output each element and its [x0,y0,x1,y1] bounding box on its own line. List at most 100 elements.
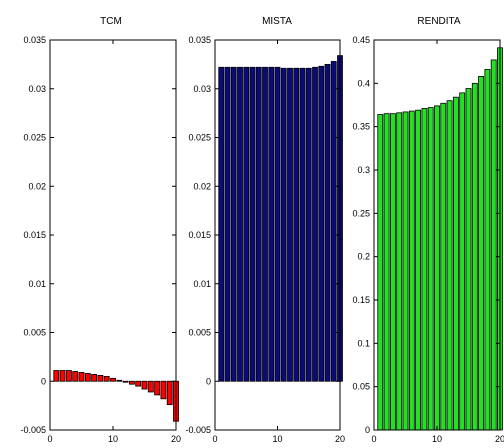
bar-mista-1 [218,66,225,382]
bars-tcm [53,370,179,422]
bar-tcm-11 [116,379,123,382]
y-tick-label: 0.45 [352,35,370,45]
y-tick-label: 0.025 [23,133,46,143]
bar-mista-4 [237,66,243,382]
ticks-rendita: 0 0.05 0.1 0.15 0.2 0.25 0.3 0.35 0.4 0.45 0 10 20 [352,35,504,444]
bar-rendita-10 [434,105,440,431]
bars-rendita [377,47,503,431]
chart-title-mista: MISTA [262,16,292,27]
x-tick-label: 10 [272,434,282,444]
chart-title-tcm: TCM [100,16,122,27]
bar-tcm-8 [97,374,104,382]
x-tick-label: 20 [495,434,504,444]
bar-tcm-10 [110,377,116,382]
bar-tcm-6 [84,373,91,382]
y-tick-label: 0 [41,376,46,386]
y-tick-label: 0.15 [352,295,370,305]
x-tick-label: 0 [212,434,217,444]
bar-mista-12 [287,67,293,382]
y-tick-label: 0.4 [357,78,370,88]
y-tick-label: 0.005 [23,328,46,338]
y-tick-label: -0.005 [20,425,46,435]
y-tick-label: 0.035 [23,35,46,45]
bar-rendita-6 [408,110,415,431]
y-tick-label: 0.02 [28,181,46,191]
y-tick-label: 0.2 [357,252,370,262]
y-tick-label: 0.05 [352,382,370,392]
y-tick-label: 0.3 [357,165,370,175]
chart-panel-tcm: TCM -0.00500.0050.010.0150.020.0250.030.… [20,16,181,444]
bar-tcm-4 [72,371,79,382]
y-tick-label: 0.005 [188,328,211,338]
bar-rendita-19 [490,59,497,431]
bar-tcm-14 [135,380,142,387]
bar-rendita-9 [427,107,434,431]
bar-mista-2 [224,66,231,382]
bar-tcm-2 [59,370,66,382]
y-tick-label: 0.1 [357,338,370,348]
y-tick-label: -0.005 [185,425,211,435]
bar-mista-5 [243,66,250,382]
chart-title-rendita: RENDITA [417,16,460,27]
bar-rendita-15 [465,88,472,431]
y-tick-label: 0.015 [188,230,211,240]
bar-rendita-4 [396,112,403,431]
bar-rendita-14 [459,92,466,431]
bar-rendita-7 [415,109,422,431]
bar-rendita-13 [452,96,459,431]
bar-mista-17 [318,65,325,382]
bar-tcm-1 [53,370,60,382]
bar-tcm-7 [91,374,98,382]
bar-mista-15 [305,67,312,382]
bar-mista-19 [330,61,337,382]
bar-mista-8 [262,66,268,382]
bar-tcm-17 [154,380,161,396]
y-tick-label: 0.25 [352,208,370,218]
bar-mista-10 [274,66,281,382]
y-tick-label: 0.35 [352,122,370,132]
bar-tcm-5 [78,372,85,382]
bar-mista-3 [230,66,237,382]
bar-rendita-16 [471,82,478,431]
bar-rendita-2 [383,113,390,431]
y-tick-label: 0.025 [188,133,211,143]
bar-mista-11 [280,67,287,382]
bar-mista-6 [249,66,256,382]
y-tick-label: 0.03 [28,84,46,94]
bar-rendita-1 [377,114,384,431]
y-tick-label: 0.01 [28,279,46,289]
bar-mista-16 [312,66,318,382]
x-tick-label: 10 [432,434,442,444]
y-tick-label: 0 [206,376,211,386]
y-tick-label: 0.015 [23,230,46,240]
ticks-tcm: -0.00500.0050.010.0150.020.0250.030.0350… [20,35,181,444]
y-tick-label: 0 [365,425,370,435]
bar-tcm-12 [122,380,129,383]
x-tick-label: 20 [171,434,181,444]
chart-panel-mista: MISTA -0.00500.0050.010.0150.020.0250.03… [185,16,345,444]
y-tick-label: 0.035 [188,35,211,45]
y-tick-label: 0.03 [193,84,211,94]
chart-panel-rendita: RENDITA 0 0.05 0.1 0.15 0.2 0.25 0.3 0.35 0.4 0.4… [352,16,504,444]
y-tick-label: 0.02 [193,181,211,191]
bar-rendita-11 [440,102,447,431]
x-tick-label: 20 [335,434,345,444]
bar-rendita-17 [478,76,485,431]
bar-tcm-16 [147,380,154,393]
ticks-mista: -0.00500.0050.010.0150.020.0250.030.0350… [185,35,345,444]
x-tick-label: 0 [371,434,376,444]
bar-tcm-15 [141,380,148,390]
bar-tcm-18 [160,380,167,400]
bar-rendita-8 [421,108,428,431]
bar-rendita-3 [389,113,396,431]
bar-tcm-3 [65,370,72,382]
bar-mista-14 [299,67,306,382]
bars-mista [218,55,343,382]
bar-tcm-13 [128,380,135,385]
bar-rendita-5 [402,111,409,431]
y-tick-label: 0.01 [193,279,211,289]
bar-mista-13 [293,67,300,382]
bar-rendita-18 [484,69,491,431]
x-tick-label: 0 [47,434,52,444]
bar-mista-18 [324,63,331,382]
